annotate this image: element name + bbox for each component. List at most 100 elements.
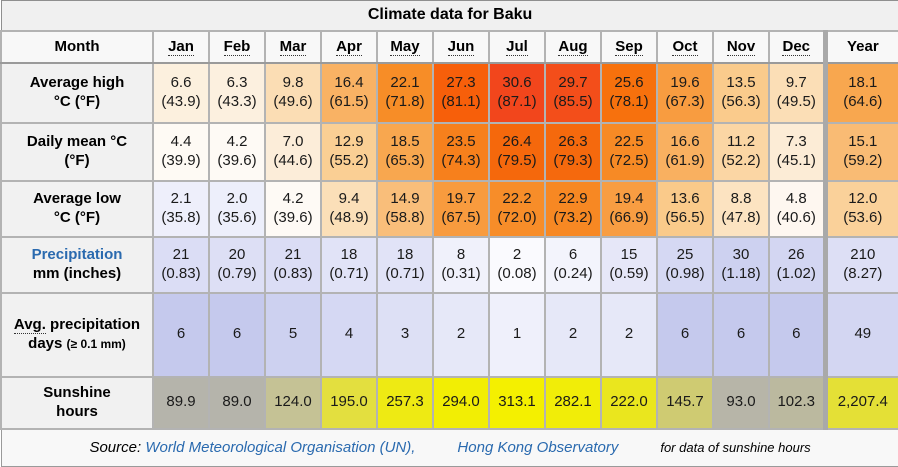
cell-value: 13.6: [658, 190, 712, 209]
cell-value: 257.3: [378, 393, 432, 412]
cell-precip-days-may: 3: [377, 293, 433, 377]
cell-average-high-oct: 19.6(67.3): [657, 63, 713, 123]
source-label: Source:: [89, 439, 141, 456]
cell-subvalue: (0.71): [378, 265, 432, 284]
cell-value: 12.0: [828, 190, 898, 209]
column-header-year: Year: [825, 31, 898, 63]
cell-value: 22.5: [602, 133, 656, 152]
cell-subvalue: (48.9): [322, 209, 376, 228]
cell-value: 15.1: [828, 133, 898, 152]
cell-average-high-apr: 16.4(61.5): [321, 63, 377, 123]
table-row-average-low: Average low°C (°F)2.1(35.8)2.0(35.6)4.2(…: [1, 181, 898, 237]
cell-value: 25: [658, 246, 712, 265]
cell-value: 2: [602, 325, 656, 344]
cell-subvalue: (39.9): [154, 152, 208, 171]
cell-subvalue: (79.5): [490, 152, 544, 171]
cell-subvalue: (64.6): [828, 93, 898, 112]
cell-average-high-nov: 13.5(56.3): [713, 63, 769, 123]
cell-precip-days-sep: 2: [601, 293, 657, 377]
cell-value: 313.1: [490, 393, 544, 412]
column-header-feb: Feb: [209, 31, 265, 63]
row-label-daily-mean: Daily mean °C(°F): [1, 123, 153, 181]
cell-precip-days-feb: 6: [209, 293, 265, 377]
cell-daily-mean-may: 18.5(65.3): [377, 123, 433, 181]
cell-value: 11.2: [714, 133, 768, 152]
cell-value: 18.5: [378, 133, 432, 152]
cell-subvalue: (72.0): [490, 209, 544, 228]
cell-precip-days-jan: 6: [153, 293, 209, 377]
row-label-unit: °C (°F): [54, 209, 100, 226]
cell-value: 89.0: [210, 393, 264, 412]
table-row-precipitation: Precipitation mm (inches) 21(0.83)20(0.79)…: [1, 237, 898, 293]
cell-value: 14.9: [378, 190, 432, 209]
cell-average-low-sep: 19.4(66.9): [601, 181, 657, 237]
source-group: Source: World Meteorological Organisatio…: [89, 439, 415, 456]
cell-precip-days-apr: 4: [321, 293, 377, 377]
cell-average-high-feb: 6.3(43.3): [209, 63, 265, 123]
cell-daily-mean-nov: 11.2(52.2): [713, 123, 769, 181]
cell-subvalue: (87.1): [490, 93, 544, 112]
cell-sunshine-sep: 222.0: [601, 377, 657, 429]
source-row: Source: World Meteorological Organisatio…: [1, 429, 898, 467]
cell-precipitation-jun: 8(0.31): [433, 237, 489, 293]
cell-value: 26.4: [490, 133, 544, 152]
cell-subvalue: (58.8): [378, 209, 432, 228]
cell-value: 8.8: [714, 190, 768, 209]
cell-value: 102.3: [770, 393, 823, 412]
cell-value: 195.0: [322, 393, 376, 412]
column-header-jun: Jun: [433, 31, 489, 63]
cell-value: 2.1: [154, 190, 208, 209]
cell-subvalue: (73.2): [546, 209, 600, 228]
cell-precipitation-aug: 6(0.24): [545, 237, 601, 293]
table-row-average-high: Average high°C (°F)6.6(43.9)6.3(43.3)9.8…: [1, 63, 898, 123]
cell-average-high-aug: 29.7(85.5): [545, 63, 601, 123]
cell-subvalue: (85.5): [546, 93, 600, 112]
cell-subvalue: (56.3): [714, 93, 768, 112]
cell-value: 282.1: [546, 393, 600, 412]
cell-subvalue: (81.1): [434, 93, 488, 112]
cell-value: 145.7: [658, 393, 712, 412]
cell-value: 21: [266, 246, 320, 265]
row-label-unit: hours: [56, 403, 98, 420]
cell-precipitation-jul: 2(0.08): [489, 237, 545, 293]
cell-value: 1: [490, 325, 544, 344]
cell-precipitation-feb: 20(0.79): [209, 237, 265, 293]
cell-value: 2: [434, 325, 488, 344]
cell-value: 19.7: [434, 190, 488, 209]
cell-value: 222.0: [602, 393, 656, 412]
cell-value: 18.1: [828, 74, 898, 93]
cell-value: 16.4: [322, 74, 376, 93]
row-label-unit: mm (inches): [33, 265, 121, 282]
cell-value: 6.3: [210, 74, 264, 93]
cell-daily-mean-jul: 26.4(79.5): [489, 123, 545, 181]
source-link-wmo[interactable]: World Meteorological Organisation (UN),: [145, 439, 415, 456]
cell-value: 18: [322, 246, 376, 265]
cell-precip-days-year: 49: [825, 293, 898, 377]
cell-value: 3: [378, 325, 432, 344]
cell-subvalue: (35.8): [154, 209, 208, 228]
cell-sunshine-mar: 124.0: [265, 377, 321, 429]
cell-precip-days-nov: 6: [713, 293, 769, 377]
row-label-text: Average low: [33, 190, 121, 207]
cell-subvalue: (67.5): [434, 209, 488, 228]
cell-daily-mean-oct: 16.6(61.9): [657, 123, 713, 181]
cell-precip-days-aug: 2: [545, 293, 601, 377]
abbr-avg: Avg.: [14, 316, 46, 334]
cell-subvalue: (40.6): [770, 209, 823, 228]
cell-average-high-jan: 6.6(43.9): [153, 63, 209, 123]
cell-value: 22.2: [490, 190, 544, 209]
cell-sunshine-feb: 89.0: [209, 377, 265, 429]
cell-subvalue: (0.71): [322, 265, 376, 284]
row-label-precipitation: Precipitation mm (inches): [1, 237, 153, 293]
cell-value: 49: [828, 325, 898, 344]
source-link-hko[interactable]: Hong Kong Observatory: [457, 439, 618, 456]
cell-subvalue: (8.27): [828, 265, 898, 284]
cell-subvalue: (35.6): [210, 209, 264, 228]
cell-precipitation-jan: 21(0.83): [153, 237, 209, 293]
cell-precipitation-sep: 15(0.59): [601, 237, 657, 293]
cell-subvalue: (59.2): [828, 152, 898, 171]
cell-value: 15: [602, 246, 656, 265]
cell-subvalue: (61.5): [322, 93, 376, 112]
precipitation-link[interactable]: Precipitation: [32, 246, 123, 263]
